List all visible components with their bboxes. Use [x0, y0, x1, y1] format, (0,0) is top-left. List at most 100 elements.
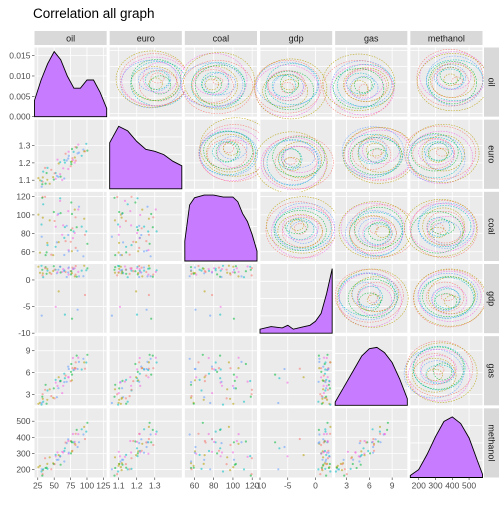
strip-right	[484, 264, 499, 334]
scatter-point	[219, 305, 222, 308]
scatter-point	[42, 203, 45, 206]
density-contour	[192, 69, 234, 103]
tick-label-x: 0	[313, 481, 318, 491]
scatter-point	[328, 455, 331, 458]
scatter-point	[146, 205, 149, 208]
scatter-point	[50, 272, 53, 275]
scatter-point	[202, 398, 205, 401]
scatter-point	[67, 233, 70, 237]
tick-label-y: 6	[26, 368, 31, 378]
scatter-point	[143, 428, 146, 431]
scatter-point	[155, 430, 158, 433]
density-contour	[443, 73, 458, 86]
scatter-point	[83, 425, 86, 428]
scatter-point	[227, 425, 230, 428]
density-contour	[191, 62, 246, 109]
scatter-point	[77, 275, 81, 278]
scatter-point	[59, 175, 62, 178]
strip-label-gas: gas	[487, 363, 497, 378]
density-contour	[349, 211, 403, 257]
scatter-point	[77, 356, 80, 359]
scatter-point	[54, 225, 57, 228]
scatter-point	[372, 449, 376, 452]
scatter-point	[197, 432, 200, 435]
scatter-point	[371, 440, 374, 443]
scatter-point	[46, 166, 49, 169]
tick-label-x: 100	[226, 481, 240, 491]
scatter-point	[317, 380, 320, 383]
scatter-point	[237, 442, 240, 445]
scatter-point	[77, 433, 80, 436]
scatter-point	[52, 178, 55, 181]
scatter-point	[52, 210, 55, 214]
scatter-point	[70, 163, 73, 166]
density-contour	[223, 141, 240, 156]
density-contour	[279, 73, 300, 93]
panel-background	[335, 264, 408, 334]
scatter-point	[138, 361, 141, 364]
strip-right	[484, 408, 499, 478]
density-contour	[266, 63, 320, 105]
scatter-point	[63, 158, 66, 162]
scatter-point	[371, 428, 374, 431]
scatter-point	[207, 268, 210, 271]
panel-background	[410, 191, 483, 261]
scatter-point	[67, 439, 70, 443]
scatter-point	[320, 370, 323, 373]
scatter-point	[325, 474, 328, 477]
density-contour	[138, 67, 171, 92]
strip-right	[484, 119, 499, 189]
scatter-point	[349, 467, 352, 470]
scatter-point	[249, 268, 252, 271]
density-contour	[267, 70, 306, 101]
scatter-point	[114, 383, 117, 386]
scatter-point	[203, 376, 206, 379]
scatter-point	[320, 395, 323, 398]
scatter-point	[207, 432, 210, 436]
scatter-point	[135, 290, 138, 293]
density-contour	[365, 143, 385, 157]
scatter-point	[242, 276, 246, 279]
scatter-point	[145, 240, 148, 243]
scatter-point	[318, 367, 321, 370]
scatter-point	[365, 441, 368, 444]
scatter-point	[147, 361, 150, 364]
density-contour	[356, 282, 395, 312]
density-contour	[436, 68, 464, 90]
scatter-point	[335, 466, 338, 469]
density-contour	[372, 148, 382, 159]
scatter-point	[148, 267, 151, 270]
scatter-point	[41, 397, 44, 400]
panel-background	[184, 336, 257, 406]
scatter-point	[110, 401, 113, 405]
density-contour	[432, 365, 445, 375]
scatter-point	[343, 474, 346, 477]
scatter-point	[318, 433, 321, 436]
scatter-point	[193, 451, 196, 454]
panel-methanol-gas	[334, 408, 408, 478]
tick-label-x: 60	[190, 481, 200, 491]
scatter-point	[154, 208, 157, 211]
density-contour	[409, 203, 475, 253]
scatter-point	[117, 392, 120, 395]
panel-euro-coal	[184, 117, 273, 189]
scatter-point	[120, 469, 123, 472]
density-contour	[330, 64, 395, 116]
scatter-point	[225, 397, 228, 400]
panel-gdp-methanol	[410, 264, 487, 334]
scatter-point	[322, 441, 325, 444]
strip-label-coal: coal	[487, 218, 497, 235]
scatter-point	[277, 468, 280, 471]
scatter-point	[354, 451, 357, 454]
scatter-point	[322, 384, 325, 387]
scatter-point	[126, 468, 129, 471]
scatter-point	[150, 317, 153, 320]
density-contour	[368, 292, 378, 304]
scatter-point	[46, 269, 49, 272]
scatter-point	[217, 367, 221, 370]
scatter-point	[329, 361, 332, 364]
scatter-point	[69, 165, 72, 168]
scatter-point	[139, 451, 142, 454]
scatter-point	[140, 266, 143, 269]
scatter-point	[232, 402, 235, 405]
